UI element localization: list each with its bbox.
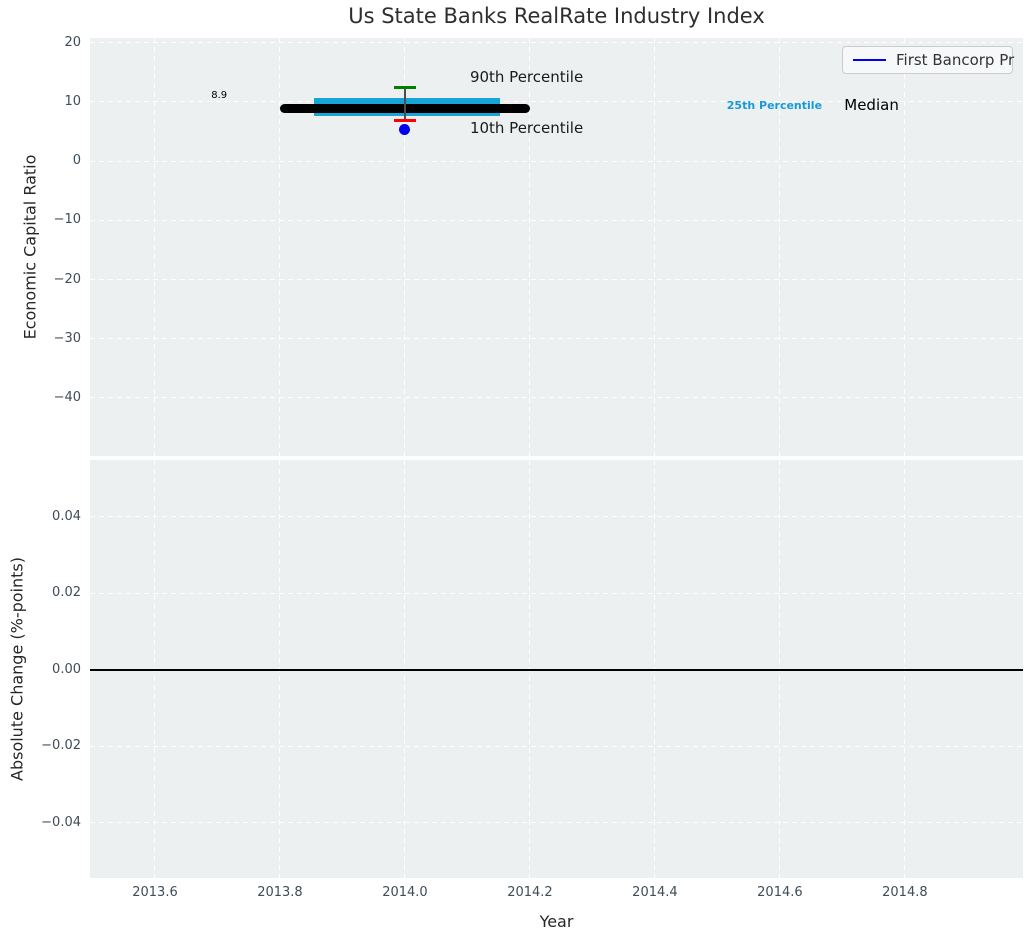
y-axis-label-top: Economic Capital Ratio [20,154,40,340]
gridline-horizontal [90,397,1023,399]
legend-entry-label: First Bancorp Pr [896,51,1015,69]
p10-cap [393,119,416,123]
y-tick-label: −0.04 [41,814,81,830]
gridline-vertical [904,38,906,456]
y-tick-label: 0.04 [52,508,81,524]
gridline-vertical [529,38,531,456]
gridline-horizontal [90,279,1023,281]
gridline-horizontal [90,101,1023,103]
gridline-horizontal [90,160,1023,162]
x-tick-label: 2014.6 [757,885,803,900]
gridline-vertical [279,38,281,456]
annotation-8-9: 8.9 [211,90,228,102]
y-tick-label: −30 [53,330,81,346]
y-tick-label: 0.02 [52,585,81,601]
y-tick-label: −0.02 [41,738,81,754]
annotation-10th-percentile: 10th Percentile [469,119,584,138]
p90-cap [393,86,416,90]
legend-line-sample [853,58,886,62]
gridline-vertical [779,38,781,456]
x-tick-label: 2013.8 [257,885,303,900]
x-axis-label: Year [539,912,574,931]
panel-economic-capital-ratio: 8.9 90th Percentile 10th Percentile 25th Pe… [90,38,1023,456]
x-tick-label: 2014.0 [382,885,428,900]
gridline-horizontal [90,338,1023,340]
gridline-horizontal [90,822,1023,824]
y-tick-label: 10 [64,93,81,109]
annotation-90th-percentile: 90th Percentile [469,68,584,87]
y-tick-label: 0 [72,153,81,169]
gridline-vertical [404,38,406,456]
x-tick-label: 2014.8 [882,885,928,900]
gridline-horizontal [90,592,1023,594]
legend: First Bancorp Pr [842,46,1015,74]
panel-absolute-change [90,460,1023,878]
chart-title: Us State Banks RealRate Industry Index [348,4,765,28]
zero-line [90,668,1023,671]
x-tick-label: 2014.4 [632,885,678,900]
annotation-median: Median [844,96,899,115]
error-bar-connector [404,87,406,121]
x-tick-label: 2013.6 [132,885,178,900]
y-tick-label: 20 [64,34,81,50]
y-tick-label: −40 [53,389,81,405]
gridline-horizontal [90,745,1023,747]
annotation-25th-percentile: 25th Percentile [726,98,823,112]
y-tick-label: −10 [53,212,81,228]
gridline-vertical [154,38,156,456]
gridline-horizontal [90,42,1023,44]
x-tick-label: 2014.2 [507,885,553,900]
gridline-horizontal [90,516,1023,518]
gridline-horizontal [90,219,1023,221]
y-tick-label: −20 [53,271,81,287]
y-tick-label: 0.00 [52,661,81,677]
gridline-vertical [654,38,656,456]
data-point [399,123,411,135]
